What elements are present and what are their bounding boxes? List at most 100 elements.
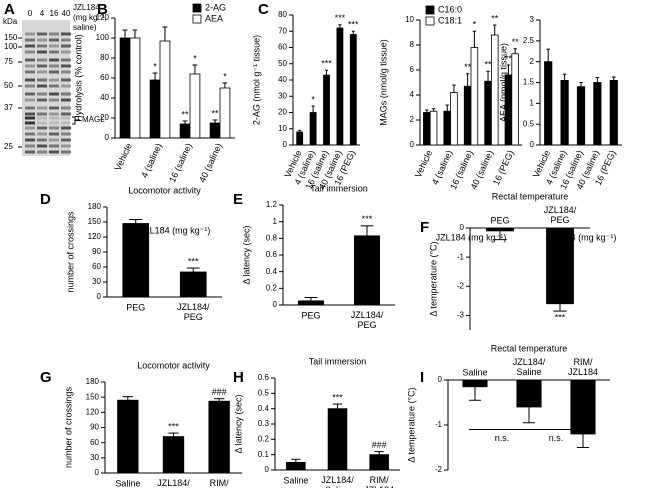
gel-band (49, 132, 59, 136)
bar (208, 400, 230, 474)
y-tick-label: 60 (100, 73, 109, 82)
significance-label: * (311, 94, 315, 104)
y-tick-label: 1.5 (523, 78, 535, 87)
lane-label: 16 (50, 9, 59, 18)
y-tick-label: 0 (410, 140, 415, 149)
bar (443, 110, 452, 146)
chart-title: Rectal temperature (491, 343, 568, 353)
gel-band (37, 58, 47, 62)
y-tick-label: 20 (100, 113, 109, 122)
y-tick-label: 6 (410, 65, 415, 74)
marker-label: 150 (4, 33, 18, 42)
gel-band (61, 116, 71, 120)
panel-letter: I (420, 369, 424, 386)
y-tick-label: -3 (457, 311, 465, 320)
gel-band (37, 132, 47, 136)
significance-label: ** (512, 37, 520, 47)
x-tick-label: RIM/JZL184 (204, 478, 234, 488)
x-tick-label: Vehicle (413, 149, 434, 180)
marker-label: 25 (4, 142, 13, 151)
text-line: JZL184/ (177, 302, 210, 312)
x-tick-label: PEG (126, 302, 145, 312)
significance-label: *** (362, 214, 373, 224)
y-tick-label: 150 (88, 217, 102, 226)
gel-band (37, 138, 47, 142)
panel-letter: F (420, 219, 429, 236)
x-tick-label: 40 (saline) (197, 142, 224, 184)
gel-band (37, 98, 47, 102)
gel-band (61, 84, 71, 88)
y-axis-label: MAGs (nmol/g tissue) (378, 39, 388, 126)
gel-band (37, 50, 47, 54)
y-tick-label: 30 (92, 277, 101, 286)
gel-band (37, 116, 47, 120)
gel-band (49, 64, 59, 68)
gel-band (61, 138, 71, 142)
panel-letter: H (233, 369, 244, 386)
bar (309, 112, 317, 146)
x-tick-label: JZL184/PEG (177, 302, 210, 322)
y-tick-label: 4 (410, 90, 415, 99)
y-axis-label: Δ latency (sec) (241, 225, 251, 284)
bar (219, 87, 231, 139)
lane-label: 0 (28, 9, 33, 18)
gel-band (61, 106, 71, 110)
bar (122, 223, 150, 298)
gel-band (37, 92, 47, 96)
gel-band (25, 126, 35, 130)
bar (119, 37, 131, 139)
y-tick-label: 0 (265, 465, 270, 474)
gel-band (25, 92, 35, 96)
y-tick-label: 60 (90, 438, 99, 447)
gel-band (25, 132, 35, 136)
y-tick-label: 0 (95, 468, 100, 477)
bar (423, 112, 431, 146)
y-tick-label: 80 (278, 10, 287, 19)
bar (516, 379, 542, 408)
x-tick-label: 16 (saline) (167, 142, 194, 184)
significance-label: *** (332, 392, 343, 402)
gel-band (25, 112, 35, 116)
text-line: PEG (357, 320, 376, 330)
significance-label: ** (464, 62, 472, 72)
bar (323, 74, 330, 146)
y-tick-label: 1.2 (266, 200, 278, 209)
gel-band (61, 44, 71, 48)
y-axis-label: Δ temperature (°C) (428, 241, 438, 316)
y-tick-label: 0.3 (258, 419, 270, 428)
text-line: Saline (325, 485, 350, 488)
gel-band (61, 150, 71, 154)
bar (129, 37, 141, 139)
x-axis-label: JZL184 (mg kg⁻¹) (546, 232, 617, 242)
text-line: JZL184 (364, 485, 394, 488)
gel-band (61, 126, 71, 130)
x-tick-label: Vehicle (113, 142, 134, 173)
y-tick-label: 120 (86, 407, 100, 416)
y-tick-label: 0 (97, 292, 102, 301)
gel-band (61, 32, 71, 36)
y-tick-label: 40 (100, 93, 109, 102)
gel-band (49, 58, 59, 62)
marker-label: 100 (4, 42, 18, 51)
y-tick-label: 20 (278, 108, 287, 117)
y-tick-label: 50 (278, 59, 287, 68)
significance-label: *** (188, 256, 199, 266)
gel-band (25, 121, 35, 125)
gel-band (61, 58, 71, 62)
gel-band (37, 126, 47, 130)
bar (463, 85, 472, 146)
bar (327, 408, 348, 471)
y-tick-label: 180 (86, 377, 100, 386)
text-line: JZL184/ (321, 475, 354, 485)
y-axis-label: AEA (pmol/g tissue) (498, 43, 508, 122)
significance-label: * (473, 20, 477, 30)
y-tick-label: 0 (105, 133, 110, 142)
y-axis-label: number of crossings (65, 211, 75, 293)
gel-unit: kDa (3, 17, 18, 26)
text-line: JZL184/ (157, 478, 190, 488)
gel-band (49, 44, 59, 48)
significance-label: ** (485, 60, 493, 70)
y-tick-label: 60 (92, 262, 101, 271)
y-tick-label: 0.6 (266, 250, 278, 259)
bar (179, 123, 191, 139)
